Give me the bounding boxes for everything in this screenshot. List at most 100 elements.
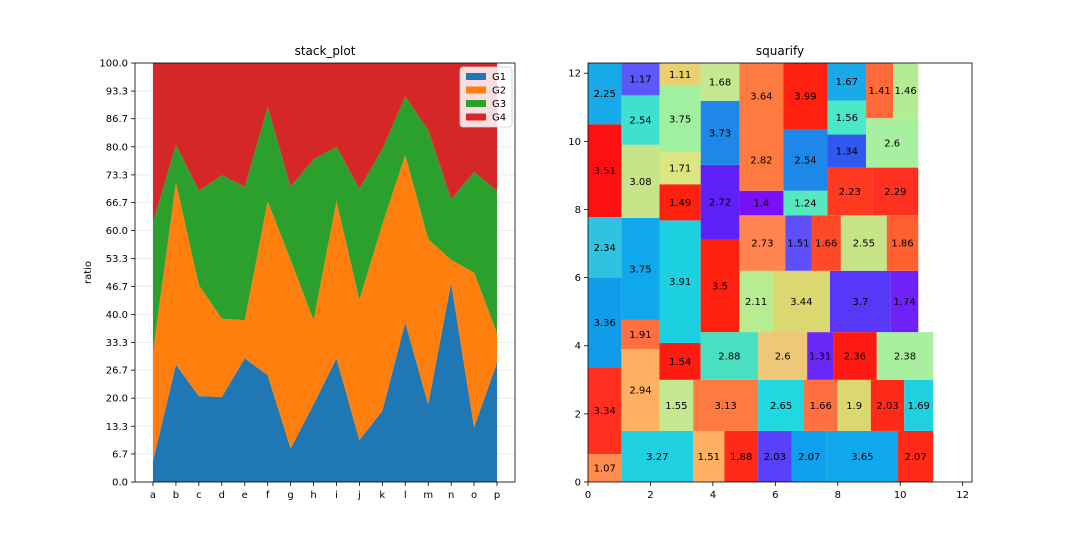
treemap-label: 3.5 xyxy=(712,281,728,292)
treemap-label: 2.94 xyxy=(629,386,651,397)
legend-swatch-g1 xyxy=(466,73,486,80)
treemap-label: 1.46 xyxy=(895,86,917,97)
treemap-rect xyxy=(898,430,934,482)
treemap-rect xyxy=(588,367,622,455)
treemap-rect xyxy=(811,215,841,271)
treemap-rect xyxy=(837,379,871,431)
ytick-label: 33.3 xyxy=(106,338,128,349)
treemap-label: 3.44 xyxy=(790,297,812,308)
treemap-rect xyxy=(866,63,894,119)
legend-label-g1: G1 xyxy=(492,72,506,83)
legend-label-g3: G3 xyxy=(492,99,506,110)
treemap-rect xyxy=(758,332,808,380)
area-g1 xyxy=(153,282,497,482)
legend-swatch-g2 xyxy=(466,86,486,94)
treemap-label: 2.6 xyxy=(884,138,900,149)
treemap-rect xyxy=(876,332,934,380)
treemap-rect xyxy=(866,118,919,168)
squarify-axes: squarify 1.07 3.34 3.36 2.34 3.51 2.25 3.27 2.9… xyxy=(568,44,973,501)
ytick-label: 53.3 xyxy=(106,254,128,265)
treemap-label: 1.91 xyxy=(629,330,651,341)
treemap-rect xyxy=(840,215,887,271)
legend-label-g4: G4 xyxy=(492,113,506,124)
treemap-rect xyxy=(659,379,694,431)
xtick-label: 8 xyxy=(835,490,841,501)
stack-plot-ylabel: ratio xyxy=(83,261,94,284)
treemap-rect xyxy=(772,270,830,333)
treemap-label: 2.54 xyxy=(794,156,816,167)
treemap-rect xyxy=(724,430,759,482)
treemap-label: 1.34 xyxy=(836,147,858,158)
treemap-rect xyxy=(588,216,622,278)
treemap-rect xyxy=(739,63,784,130)
treemap-label: 1.49 xyxy=(669,198,691,209)
treemap-label: 1.11 xyxy=(669,70,691,81)
treemap-rect xyxy=(588,124,622,217)
treemap-label: 2.25 xyxy=(594,89,616,100)
treemap-rect xyxy=(890,270,919,333)
treemap-label: 1.66 xyxy=(815,239,837,250)
treemap-rect xyxy=(659,184,701,221)
treemap-label: 1.56 xyxy=(836,113,858,124)
treemap-rect xyxy=(700,239,740,333)
xtick-label: 6 xyxy=(772,490,778,501)
treemap-label: 2.03 xyxy=(876,401,898,412)
stack-plot-title: stack_plot xyxy=(295,44,356,58)
treemap-label: 2.6 xyxy=(775,351,791,362)
stack-plot-frame xyxy=(134,62,516,483)
xtick-label: d xyxy=(219,490,225,501)
treemap-rect xyxy=(739,190,784,216)
treemap-label: 2.38 xyxy=(894,351,916,362)
treemap-rect xyxy=(827,167,873,216)
treemap-label: 2.82 xyxy=(750,156,772,167)
treemap-label: 3.99 xyxy=(794,92,816,103)
ytick-label: 4 xyxy=(575,341,581,352)
treemap-rect xyxy=(659,343,701,380)
treemap-label: 1.86 xyxy=(891,239,913,250)
treemap-rect xyxy=(588,454,622,482)
squarify-frame xyxy=(587,62,973,483)
treemap-rect xyxy=(739,215,786,271)
treemap-label: 1.67 xyxy=(836,77,858,88)
treemap-label: 1.51 xyxy=(787,239,809,250)
ytick-label: 86.7 xyxy=(106,114,128,125)
treemap-rect xyxy=(621,63,660,96)
xtick-label: g xyxy=(287,490,293,501)
area-g4 xyxy=(153,63,497,223)
ytick-label: 40.0 xyxy=(106,310,128,321)
xtick-label: a xyxy=(150,490,156,501)
ytick-label: 73.3 xyxy=(106,170,128,181)
treemap-label: 1.24 xyxy=(794,199,816,210)
treemap-rect xyxy=(785,215,812,271)
treemap-label: 1.69 xyxy=(908,401,930,412)
treemap-label: 1.55 xyxy=(665,401,687,412)
xtick-label: m xyxy=(423,490,433,501)
treemap-rect xyxy=(693,379,759,431)
xtick-label: c xyxy=(196,490,202,501)
treemap-rect xyxy=(588,63,622,125)
treemap-label: 3.36 xyxy=(594,318,616,329)
treemap-label: 2.29 xyxy=(884,187,906,198)
treemap-rect xyxy=(804,379,838,431)
stack-plot-yticks: 0.0 6.7 13.3 20.0 26.7 33.3 40.0 46.7 53.3 60.0 66… xyxy=(99,59,135,489)
treemap-label: 2.34 xyxy=(594,243,616,254)
treemap-rect xyxy=(872,167,919,216)
treemap-rect xyxy=(621,144,660,218)
treemap-label: 3.73 xyxy=(709,128,731,139)
xtick-label: f xyxy=(266,490,270,501)
treemap-rect xyxy=(833,332,877,380)
treemap-rect xyxy=(827,134,867,168)
ytick-label: 6 xyxy=(575,273,581,284)
treemap-label: 1.54 xyxy=(669,357,691,368)
treemap-label: 1.66 xyxy=(810,401,832,412)
treemap-label: 1.9 xyxy=(846,401,862,412)
xtick-label: n xyxy=(448,490,454,501)
treemap-label: 2.73 xyxy=(751,239,773,250)
treemap-rect xyxy=(783,190,828,216)
xtick-label: k xyxy=(379,490,385,501)
treemap-rect xyxy=(659,63,701,86)
treemap-label: 1.74 xyxy=(893,297,915,308)
treemap-label: 3.91 xyxy=(669,277,691,288)
ytick-label: 60.0 xyxy=(106,226,128,237)
treemap-label: 2.07 xyxy=(905,452,927,463)
